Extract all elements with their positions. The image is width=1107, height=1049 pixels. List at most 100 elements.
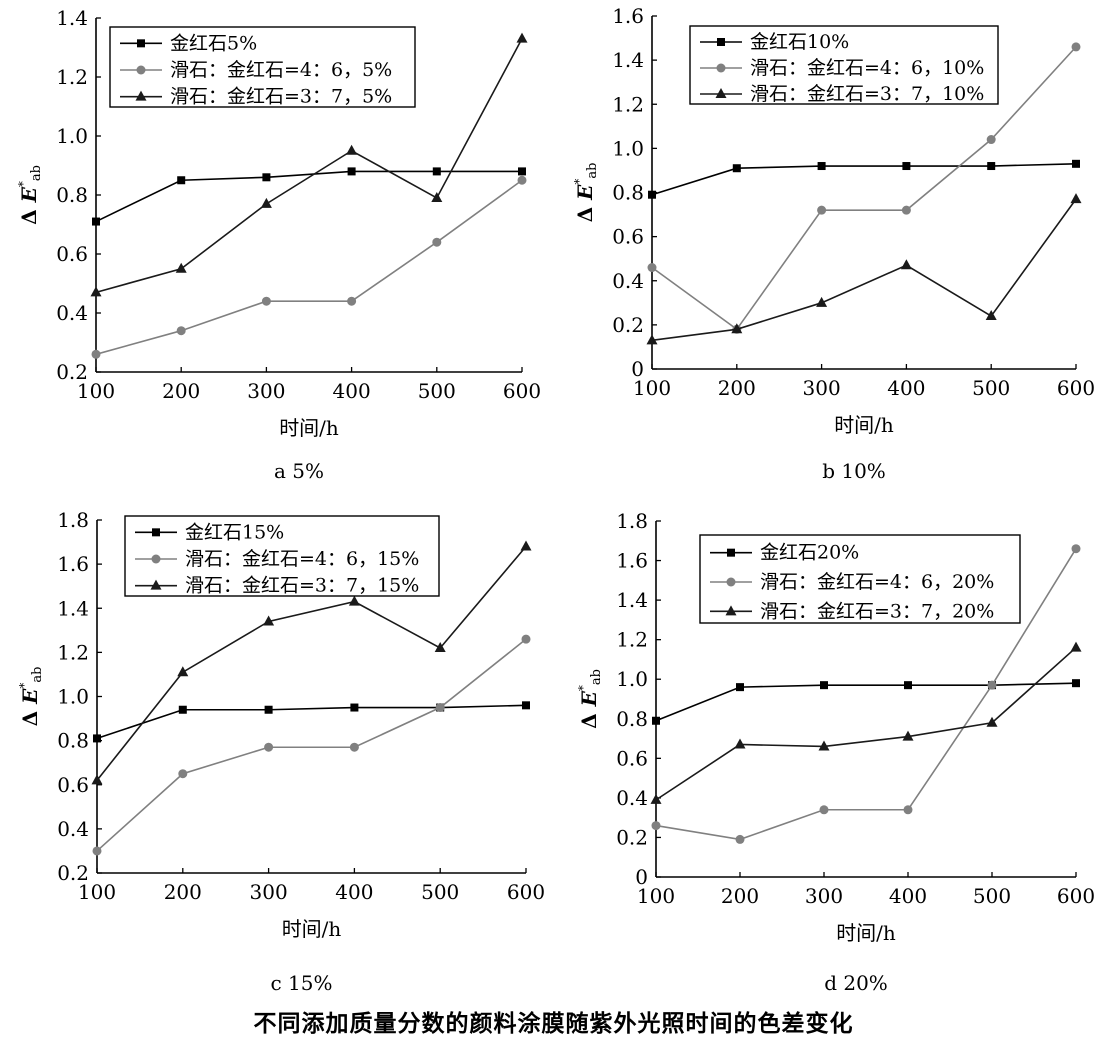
triangle-marker: [346, 144, 358, 155]
legend-label: 滑石：金红石=3：7，10%: [750, 83, 984, 105]
x-tick-label: 100: [633, 376, 671, 400]
y-axis-label: Δ E*ab: [572, 163, 600, 223]
x-tick-label: 200: [162, 379, 200, 403]
triangle-marker: [731, 323, 743, 334]
y-tick-label: 1.8: [616, 509, 648, 533]
legend-box: [124, 515, 440, 597]
circle-marker: [347, 296, 357, 306]
circle-marker: [817, 205, 827, 215]
circle-marker: [986, 135, 996, 145]
y-tick-label: 0.2: [612, 313, 644, 337]
square-marker: [736, 683, 744, 692]
x-tick-label: 200: [164, 880, 202, 904]
y-tick-label: 1.4: [57, 596, 89, 620]
y-tick-label: 1.4: [56, 6, 88, 30]
x-tick-label: 100: [637, 884, 675, 908]
triangle-marker: [260, 197, 272, 208]
triangle-marker: [150, 579, 162, 590]
square-marker: [1072, 159, 1080, 168]
circle-marker: [178, 769, 188, 779]
series-line: [95, 170, 522, 223]
triangle-marker: [90, 286, 102, 297]
triangle-marker: [986, 716, 998, 727]
x-tick-label: 200: [718, 376, 756, 400]
circle-marker: [349, 742, 359, 752]
y-tick-label: 1.6: [57, 552, 89, 576]
x-tick-label: 400: [335, 880, 373, 904]
square-marker: [732, 164, 741, 173]
triangle-marker: [900, 259, 912, 270]
y-tick-label: 0.6: [612, 225, 644, 249]
legend-label: 滑石：金红石=3：7，20%: [760, 600, 994, 622]
x-axis-label: 时间/h: [282, 917, 342, 941]
subplot-caption: a 5%: [274, 459, 324, 483]
y-tick-label: 1.2: [56, 65, 88, 89]
y-tick-label: 0.4: [616, 786, 648, 810]
legend: 金红石15% 滑石：金红石=4：6，15% 滑石：金红石=3：7，15%: [124, 515, 440, 597]
series-talc37: [91, 540, 532, 785]
triangle-marker: [646, 334, 658, 345]
x-tick-label: 600: [1057, 884, 1095, 908]
y-tick-label: 1.8: [57, 508, 89, 532]
triangle-marker: [1070, 641, 1082, 652]
figure-title: 不同添加质量分数的颜料涂膜随紫外光照时间的色差变化: [253, 1011, 854, 1037]
square-marker: [262, 173, 271, 182]
series-rutile: [93, 701, 530, 743]
x-tick-label: 100: [78, 880, 116, 904]
square-marker: [904, 681, 912, 690]
y-tick-label: 0.6: [56, 242, 88, 266]
triangle-marker: [434, 641, 446, 652]
square-marker: [92, 217, 100, 226]
x-tick-label: 400: [887, 376, 925, 400]
subplot-caption: c 15%: [270, 971, 332, 995]
circle-marker: [517, 175, 527, 185]
circle-marker: [987, 680, 997, 690]
triangle-marker: [818, 740, 830, 751]
square-marker: [152, 528, 160, 537]
circle-marker: [819, 805, 829, 815]
series-line: [655, 548, 1077, 841]
x-tick-label: 500: [973, 884, 1011, 908]
square-marker: [522, 701, 530, 710]
x-axis-label: 时间/h: [279, 416, 339, 440]
series-line: [96, 545, 527, 781]
legend-label: 滑石：金红石=4：6，10%: [750, 57, 984, 79]
legend-label: 滑石：金红石=4：6，5%: [170, 59, 392, 81]
legend-label: 滑石：金红石=4：6，15%: [185, 548, 419, 570]
series-line: [651, 198, 1077, 342]
y-tick-label: 0.8: [616, 707, 648, 731]
circle-marker: [901, 205, 911, 215]
square-marker: [518, 167, 526, 176]
square-marker: [902, 162, 911, 171]
circle-marker: [264, 742, 274, 752]
legend-box: [109, 26, 416, 108]
series-rutile: [92, 167, 526, 226]
series-line: [96, 638, 527, 852]
square-marker: [264, 705, 273, 714]
triangle-marker: [175, 262, 187, 273]
y-tick-label: 1.6: [612, 4, 644, 28]
legend-box: [689, 25, 999, 105]
square-marker: [177, 176, 186, 185]
circle-marker: [92, 846, 102, 856]
y-tick-label: 0.8: [57, 729, 89, 753]
x-tick-label: 500: [421, 880, 459, 904]
x-tick-label: 500: [972, 376, 1010, 400]
triangle-marker: [650, 793, 662, 804]
square-marker: [347, 167, 356, 176]
y-tick-label: 0.8: [56, 183, 88, 207]
square-marker: [987, 162, 996, 171]
subplot-b: 0 0.2 0.4 0.6 0.8 1.0 1.2 1.4 1.6 100 200 300 400 500…: [572, 4, 1095, 483]
square-marker: [652, 716, 660, 725]
triangle-marker: [520, 540, 532, 551]
square-marker: [137, 39, 145, 48]
triangle-marker: [725, 605, 737, 616]
legend: 金红石20% 滑石：金红石=4：6，20% 滑石：金红石=3：7，20%: [699, 534, 1021, 624]
circle-marker: [903, 805, 913, 815]
x-tick-label: 300: [803, 376, 841, 400]
legend: 金红石10% 滑石：金红石=4：6，10% 滑石：金红石=3：7，10%: [689, 25, 999, 105]
series-line: [655, 682, 1077, 722]
subplot-a: 0.2 0.4 0.6 0.8 1.0 1.2 1.4 100 200 300 400 500 600 时…: [16, 6, 541, 483]
square-marker: [717, 38, 725, 46]
